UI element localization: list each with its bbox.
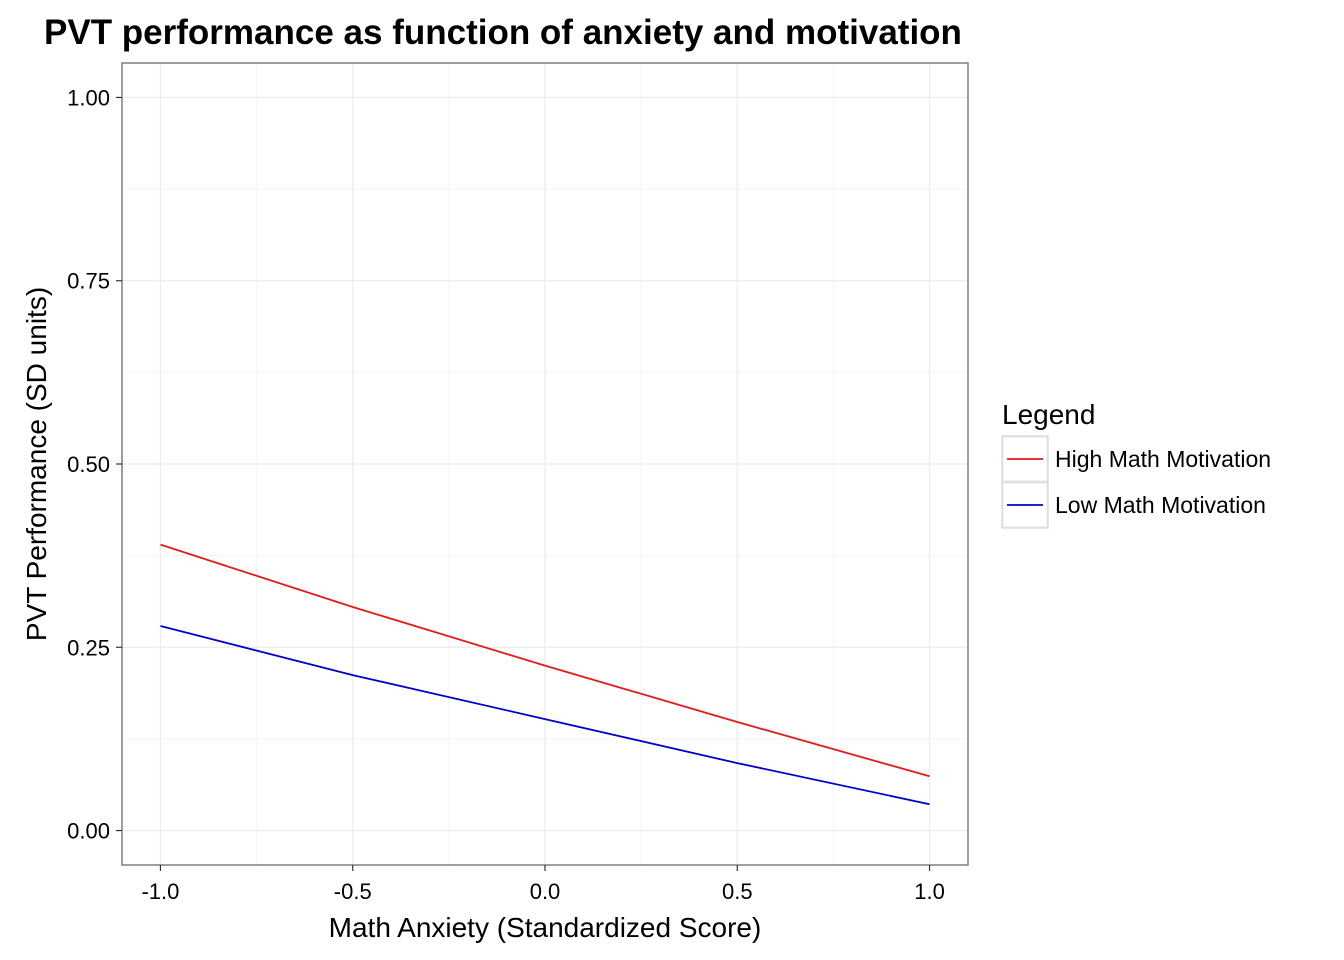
legend: Legend High Math Motivation Low Math Moti… (1001, 399, 1271, 529)
x-tick-label: 0.0 (530, 879, 561, 904)
y-tick-label: 0.00 (67, 819, 110, 844)
y-tick-label: 0.75 (67, 269, 110, 294)
x-tick-label: -0.5 (334, 879, 372, 904)
y-tick-label: 0.25 (67, 635, 110, 660)
legend-items: High Math Motivation Low Math Motivation (1001, 435, 1271, 529)
x-axis: -1.0 -0.5 0.0 0.5 1.0 (141, 865, 945, 904)
chart-title: PVT performance as function of anxiety a… (44, 13, 962, 52)
legend-label-low-math-motivation: Low Math Motivation (1055, 492, 1266, 518)
series-line-low-math-motivation (160, 625, 930, 806)
legend-title: Legend (1002, 399, 1095, 430)
x-tick-label: -1.0 (141, 879, 179, 904)
major-gridlines (122, 63, 968, 865)
plot-panel (121, 62, 969, 866)
y-axis-title: PVT Performance (SD units) (21, 287, 52, 641)
series-layer (160, 543, 930, 806)
series-line-high-math-motivation (160, 543, 930, 778)
x-axis-title: Math Anxiety (Standardized Score) (329, 912, 762, 943)
x-tick-label: 0.5 (722, 879, 753, 904)
y-tick-label: 0.50 (67, 452, 110, 477)
y-axis: 0.00 0.25 0.50 0.75 1.00 (67, 85, 122, 844)
legend-label-high-math-motivation: High Math Motivation (1055, 446, 1271, 472)
x-tick-label: 1.0 (914, 879, 945, 904)
y-tick-label: 1.00 (67, 85, 110, 110)
